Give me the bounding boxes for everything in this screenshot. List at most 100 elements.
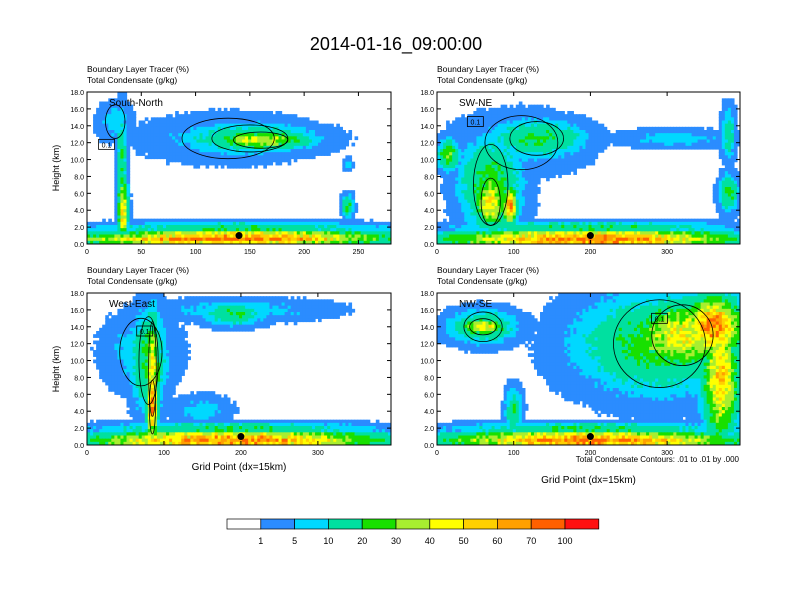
field-cell — [733, 104, 738, 109]
field-cell — [464, 221, 468, 226]
field-cell — [266, 158, 270, 163]
field-cell — [630, 225, 635, 229]
field-cell — [673, 218, 677, 223]
field-cell — [679, 225, 684, 229]
field-cell — [667, 136, 671, 141]
field-cell — [479, 107, 484, 112]
field-cell — [311, 133, 316, 137]
field-cell — [558, 114, 562, 118]
field-cell — [479, 174, 484, 179]
field-cell — [348, 155, 353, 160]
field-cell — [721, 237, 726, 242]
field-cell — [126, 193, 131, 198]
field-cell — [239, 142, 243, 147]
field-cell — [473, 212, 477, 217]
field-cell — [123, 142, 128, 147]
field-cell — [257, 117, 261, 122]
field-cell — [357, 240, 362, 244]
field-cell — [190, 111, 194, 115]
field-cell — [549, 120, 553, 125]
field-cell — [470, 199, 474, 204]
field-cell — [287, 149, 292, 153]
field-cell — [485, 158, 490, 163]
field-cell — [694, 130, 699, 134]
field-cell — [494, 202, 499, 207]
field-cell — [588, 155, 593, 160]
field-cell — [524, 142, 529, 147]
field-cell — [718, 168, 723, 172]
field-cell — [211, 234, 216, 239]
field-cell — [440, 145, 444, 150]
field-cell — [518, 209, 523, 213]
field-cell — [290, 126, 295, 131]
field-cell — [449, 221, 453, 226]
field-cell — [287, 136, 292, 141]
field-cell — [211, 139, 216, 144]
field-cell — [546, 142, 550, 147]
field-cell — [606, 133, 611, 137]
field-cell — [114, 228, 118, 232]
field-cell — [579, 149, 584, 153]
field-cell — [706, 237, 711, 242]
field-cell — [327, 133, 331, 137]
field-cell — [199, 161, 204, 166]
field-cell — [733, 206, 738, 210]
field-cell — [102, 234, 106, 239]
field-cell — [187, 133, 191, 137]
field-cell — [721, 231, 726, 236]
field-cell — [226, 133, 231, 137]
field-cell — [500, 193, 505, 198]
field-cell — [181, 240, 185, 244]
field-cell — [503, 190, 508, 194]
field-cell — [299, 221, 304, 226]
field-cell — [727, 212, 732, 217]
field-cell — [688, 221, 693, 226]
field-cell — [640, 240, 644, 244]
field-cell — [618, 234, 623, 239]
field-cell — [114, 104, 118, 109]
field-cell — [633, 221, 638, 226]
field-cell — [712, 136, 717, 141]
field-cell — [473, 155, 477, 160]
field-cell — [518, 196, 523, 201]
field-cell — [673, 231, 677, 236]
field-cell — [199, 145, 204, 150]
field-cell — [679, 218, 684, 223]
field-cell — [552, 168, 556, 172]
field-cell — [721, 111, 726, 115]
field-cell — [564, 164, 568, 169]
field-cell — [630, 145, 635, 150]
field-cell — [530, 187, 535, 191]
field-cell — [591, 149, 596, 153]
field-cell — [488, 221, 493, 226]
field-cell — [287, 133, 292, 137]
field-cell — [524, 202, 529, 207]
field-cell — [730, 180, 735, 185]
field-cell — [339, 130, 343, 134]
field-cell — [564, 145, 568, 150]
field-cell — [536, 133, 541, 137]
field-cell — [533, 218, 538, 223]
field-cell — [670, 237, 674, 242]
field-cell — [440, 164, 444, 169]
field-cell — [449, 177, 453, 182]
field-cell — [461, 161, 465, 166]
field-cell — [105, 231, 109, 236]
field-cell — [163, 231, 167, 236]
field-cell — [603, 225, 608, 229]
field-cell — [576, 145, 581, 150]
field-cell — [630, 228, 635, 232]
field-cell — [348, 225, 353, 229]
field-cell — [573, 168, 577, 172]
field-cell — [324, 130, 328, 134]
field-cell — [190, 221, 194, 226]
field-cell — [518, 117, 523, 122]
field-cell — [339, 142, 343, 147]
field-cell — [351, 193, 356, 198]
field-cell — [497, 126, 502, 131]
field-cell — [558, 149, 562, 153]
field-cell — [482, 206, 487, 210]
field-cell — [515, 142, 520, 147]
field-cell — [567, 168, 571, 172]
field-cell — [126, 117, 131, 122]
